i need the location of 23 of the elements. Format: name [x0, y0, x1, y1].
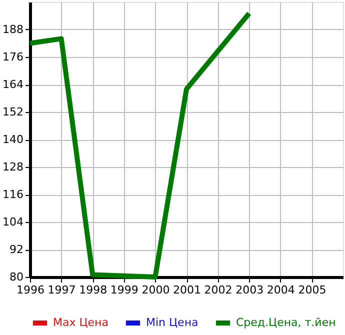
x-tick-label: 1997	[48, 284, 76, 296]
x-tick-label: 2002	[204, 284, 232, 296]
x-tick-label: 1998	[79, 284, 108, 296]
legend-label: Max Цена	[53, 316, 108, 329]
y-tick-label: 128	[2, 160, 24, 174]
x-tick-label: 2004	[266, 284, 295, 296]
y-tick-label: 152	[2, 106, 24, 118]
y-tick-label: 80	[10, 270, 24, 284]
x-tick-label: 2001	[173, 284, 201, 296]
x-tick-label: 2000	[142, 284, 170, 296]
y-tick-label: 140	[2, 133, 24, 146]
legend-label: Сред.Цена, т.йен	[236, 316, 336, 329]
y-tick-label: 116	[2, 188, 24, 201]
y-tick-label: 92	[10, 243, 24, 256]
x-tick-label: 2003	[236, 284, 264, 296]
x-tick-label: 1996	[16, 284, 44, 296]
y-tick-label: 188	[2, 23, 24, 36]
x-tick-label: 1999	[110, 284, 138, 296]
y-tick-label: 104	[2, 216, 24, 228]
x-tick-label: 2005	[298, 284, 326, 296]
legend-label: Min Цена	[146, 316, 198, 329]
y-tick-label: 176	[2, 50, 24, 64]
y-tick-label: 164	[2, 78, 24, 91]
